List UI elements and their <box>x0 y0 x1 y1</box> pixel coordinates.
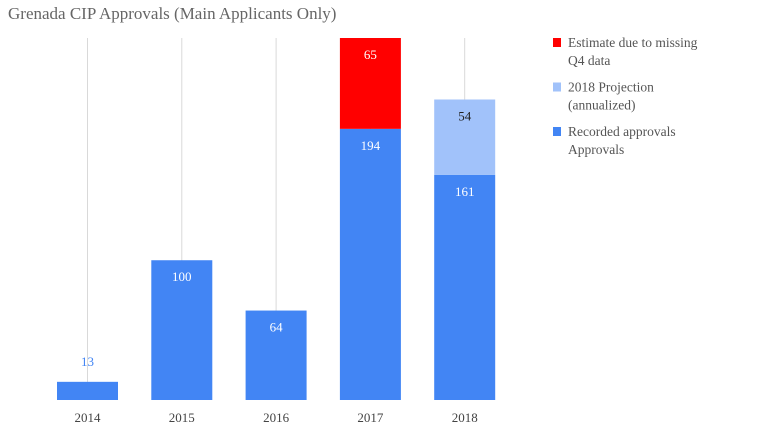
bar-2016-series-0 <box>245 310 307 400</box>
bar-2017-series-0 <box>339 128 401 400</box>
x-tick-label: 2017 <box>357 410 384 425</box>
bar-2018-series-0 <box>434 174 496 400</box>
legend-swatch <box>553 38 561 47</box>
legend-label: Approvals <box>568 142 624 157</box>
bar-2018-series-2 <box>434 99 496 175</box>
bar-2017-series-1 <box>339 38 401 129</box>
legend-label: Q4 data <box>568 53 610 68</box>
data-label: 65 <box>364 47 377 62</box>
legend-item: 2018 Projection (annualized) <box>553 80 654 113</box>
x-tick-label: 2014 <box>75 410 102 425</box>
x-tick-label: 2015 <box>169 410 195 425</box>
bar-2014-series-0 <box>57 381 118 400</box>
legend-swatch <box>553 82 561 92</box>
data-label: 54 <box>458 108 472 123</box>
x-tick-label: 2016 <box>263 410 290 425</box>
chart-title: Grenada CIP Approvals (Main Applicants O… <box>8 4 336 23</box>
data-label: 64 <box>270 320 284 335</box>
legend-label: Estimate due to missing <box>568 35 698 50</box>
data-label: 161 <box>455 184 475 199</box>
legend-label: (annualized) <box>568 98 635 113</box>
legend-label: 2018 Projection <box>568 80 654 95</box>
data-label: 194 <box>361 138 381 153</box>
legend-item: Estimate due to missing Q4 data <box>553 35 698 68</box>
legend-swatch <box>553 127 561 136</box>
x-tick-label: 2018 <box>452 410 478 425</box>
bar-2015-series-0 <box>151 260 213 400</box>
data-label: 100 <box>172 269 192 284</box>
data-label: 13 <box>81 354 94 369</box>
legend-item: Recorded approvals Approvals <box>553 124 676 157</box>
legend-label: Recorded approvals <box>568 124 676 139</box>
